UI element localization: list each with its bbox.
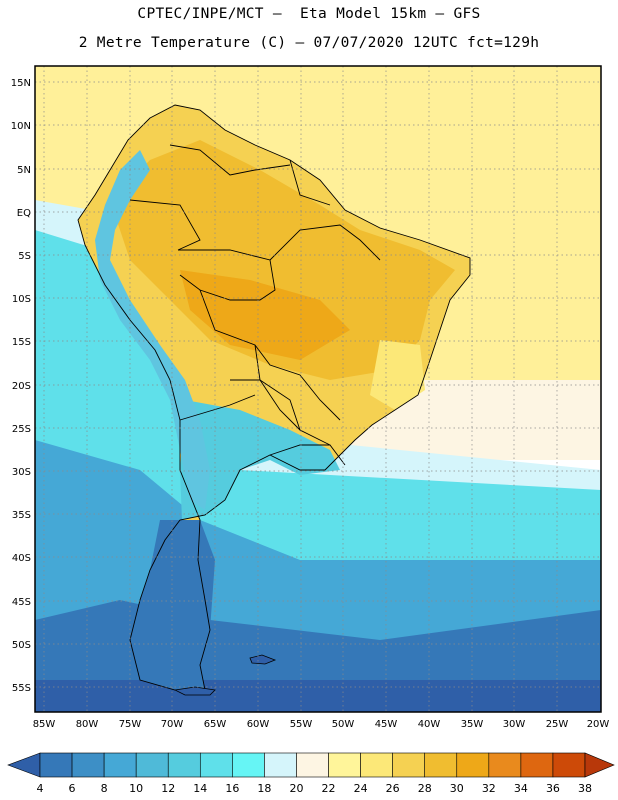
country-borders xyxy=(77,104,471,691)
lon-label: 25W xyxy=(546,719,569,730)
colorbar-box xyxy=(456,752,490,778)
colorbar-tick-label: 38 xyxy=(578,782,592,795)
colorbar-tick-label: 22 xyxy=(322,782,336,795)
map-title-line2: 2 Metre Temperature (C) – 07/07/2020 12U… xyxy=(78,35,540,51)
colorbar-tick-label: 16 xyxy=(225,782,239,795)
lat-label: 5N xyxy=(17,165,31,176)
ocean-band-deepest xyxy=(35,680,601,712)
lat-label: 20S xyxy=(12,381,31,392)
colorbar-box xyxy=(360,752,393,778)
colorbar-box xyxy=(135,752,169,778)
colorbar-box xyxy=(167,752,201,778)
colorbar-box xyxy=(71,752,105,778)
lon-label: 50W xyxy=(332,719,355,730)
colorbar-box xyxy=(232,752,265,778)
colorbar-tick-label: 20 xyxy=(289,782,303,795)
lat-label: EQ xyxy=(17,208,31,219)
lon-label: 45W xyxy=(375,719,398,730)
amazon-hot-region xyxy=(110,140,455,380)
lat-label: 25S xyxy=(12,424,31,435)
lon-label: 55W xyxy=(290,719,313,730)
colorbar-tick-label: 30 xyxy=(450,782,464,795)
colorbar-box xyxy=(424,752,458,778)
tierra-del-fuego xyxy=(173,686,216,696)
colorbar-tick-label: 26 xyxy=(386,782,400,795)
latitude-labels: 15N 10N 5N EQ 5S 10S 15S 20S 25S 30S 35S… xyxy=(11,78,31,694)
lat-label: 10N xyxy=(11,121,31,132)
lat-label: 10S xyxy=(12,294,31,305)
lat-label: 15N xyxy=(11,78,31,89)
colorbar-tick-label: 8 xyxy=(101,782,108,795)
colorbar-box xyxy=(199,752,233,778)
map-title-line1: CPTEC/INPE/MCT – Eta Model 15km – GFS xyxy=(137,6,481,22)
colorbar-max-arrow xyxy=(584,752,615,778)
colorbar: 4 6 8 10 12 14 16 18 20 22 24 26 28 30 32 34 36 38 xyxy=(7,752,615,795)
lon-label: 20W xyxy=(587,719,610,730)
lat-label: 50S xyxy=(12,640,31,651)
colorbar-box xyxy=(520,752,554,778)
longitude-labels: 85W 80W 75W 70W 65W 60W 55W 50W 45W 40W … xyxy=(33,719,610,730)
colorbar-tick-label: 28 xyxy=(418,782,432,795)
lon-label: 70W xyxy=(161,719,184,730)
colorbar-tick-label: 6 xyxy=(69,782,76,795)
colorbar-box xyxy=(296,752,329,778)
colorbar-box xyxy=(328,752,361,778)
map-content xyxy=(35,66,601,712)
lon-label: 75W xyxy=(119,719,142,730)
lat-label: 55S xyxy=(12,683,31,694)
lon-label: 30W xyxy=(503,719,526,730)
colorbar-box xyxy=(103,752,137,778)
colorbar-box xyxy=(39,752,73,778)
colorbar-tick-label: 34 xyxy=(514,782,528,795)
lat-label: 5S xyxy=(18,251,31,262)
brazil-highlands-pale xyxy=(370,340,425,410)
colorbar-min-arrow xyxy=(7,752,41,778)
colorbar-tick-label: 18 xyxy=(257,782,271,795)
colorbar-box xyxy=(264,752,297,778)
colorbar-tick-label: 24 xyxy=(354,782,368,795)
lon-label: 65W xyxy=(204,719,227,730)
lat-label: 30S xyxy=(12,467,31,478)
colorbar-box xyxy=(392,752,426,778)
colorbar-tick-label: 36 xyxy=(546,782,560,795)
lat-label: 35S xyxy=(12,510,31,521)
lat-label: 40S xyxy=(12,553,31,564)
colorbar-tick-label: 14 xyxy=(193,782,207,795)
lat-label: 45S xyxy=(12,597,31,608)
lon-label: 80W xyxy=(76,719,99,730)
lat-label: 15S xyxy=(12,337,31,348)
lon-label: 60W xyxy=(247,719,270,730)
map-frame xyxy=(34,65,602,713)
lon-label: 85W xyxy=(33,719,56,730)
colorbar-box xyxy=(488,752,522,778)
patagonia-cold xyxy=(130,520,215,690)
colorbar-tick-label: 12 xyxy=(161,782,175,795)
colorbar-box xyxy=(552,752,586,778)
lon-label: 40W xyxy=(418,719,441,730)
interior-hot-core xyxy=(180,270,350,360)
falkland-islands xyxy=(249,654,277,665)
colorbar-tick-label: 4 xyxy=(37,782,44,795)
lon-label: 35W xyxy=(461,719,484,730)
colorbar-tick-label: 32 xyxy=(482,782,496,795)
colorbar-tick-label: 10 xyxy=(129,782,143,795)
